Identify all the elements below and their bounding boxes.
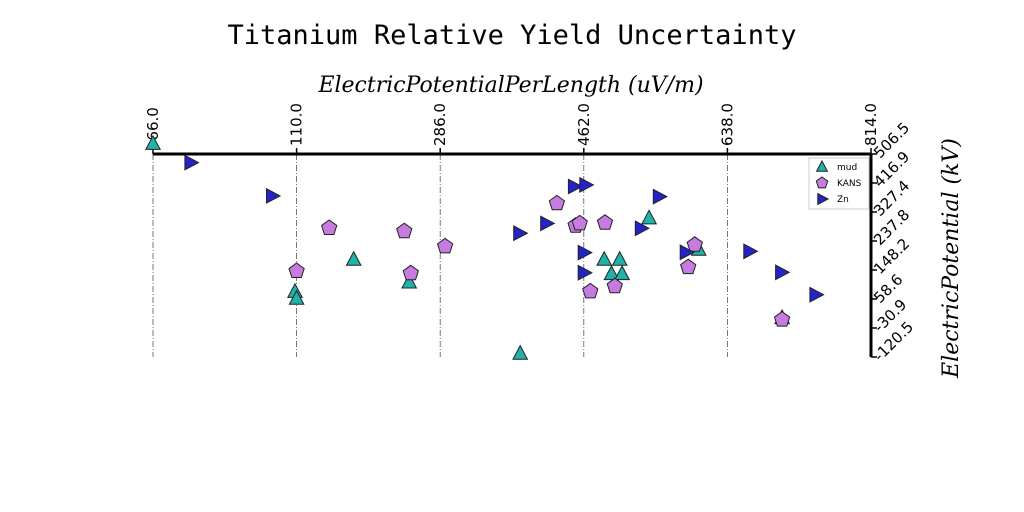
legend-label: Zn bbox=[837, 195, 849, 205]
scatter-point-kans bbox=[596, 214, 614, 230]
scatter-point-kans bbox=[548, 194, 566, 211]
scatter-point-zn bbox=[775, 264, 791, 281]
scatter-point-zn bbox=[679, 244, 695, 261]
chart-title: Titanium Relative Yield Uncertainty bbox=[228, 20, 797, 51]
scatter-point-zn bbox=[266, 187, 282, 204]
scatter-point-kans bbox=[321, 219, 338, 235]
scatter-point-mud bbox=[596, 250, 613, 266]
scatter-point-mud bbox=[611, 250, 628, 266]
scatter-point-kans bbox=[571, 214, 588, 231]
scatter-point-mud bbox=[641, 209, 658, 225]
legend-marker bbox=[817, 192, 830, 206]
scatter-point-kans bbox=[680, 258, 697, 275]
x-tick-label: 638.0 bbox=[718, 103, 736, 146]
scatter-point-kans bbox=[582, 282, 599, 299]
legend-label: mud bbox=[837, 163, 857, 173]
data-points bbox=[144, 134, 825, 360]
scatter-point-zn bbox=[577, 264, 593, 281]
scatter-point-zn bbox=[579, 176, 595, 193]
scatter-point-zn bbox=[184, 154, 200, 171]
scatter-point-mud bbox=[614, 264, 631, 281]
scatter-point-zn bbox=[743, 243, 759, 260]
scatter-point-zn bbox=[513, 225, 529, 242]
scatter-point-mud bbox=[345, 250, 362, 266]
scatter-point-kans bbox=[773, 310, 791, 327]
y-axis-label: ElectricPotential (kV) bbox=[939, 138, 964, 379]
legend-marker bbox=[815, 176, 829, 189]
scatter-point-zn bbox=[809, 286, 825, 303]
scatter-point-zn bbox=[577, 244, 593, 261]
legend: mud KANS Zn bbox=[808, 157, 870, 210]
scatter-point-kans bbox=[402, 264, 419, 281]
x-tick-label: 462.0 bbox=[575, 103, 593, 146]
x-tick-label: 814.0 bbox=[862, 103, 880, 146]
x-ticks: -66.0 110.0 286.0 462.0 638.0 814.0 bbox=[144, 103, 880, 154]
legend-label: KANS bbox=[837, 179, 862, 189]
scatter-point-kans bbox=[686, 236, 703, 252]
x-tick-label: 286.0 bbox=[431, 103, 449, 146]
scatter-point-zn bbox=[540, 215, 556, 232]
scatter-point-mud bbox=[512, 344, 529, 360]
scatter-point-mud bbox=[603, 264, 620, 281]
x-axis-label: ElectricPotentialPerLength (uV/m) bbox=[317, 73, 703, 98]
scatter-point-kans bbox=[436, 237, 454, 254]
x-tick-label: 110.0 bbox=[288, 103, 306, 146]
scatter-point-kans bbox=[396, 222, 413, 239]
legend-marker bbox=[815, 159, 829, 172]
scatter-point-zn bbox=[567, 178, 584, 195]
grid-lines bbox=[152, 154, 872, 357]
scatter-point-kans bbox=[288, 262, 305, 278]
scatter-point-zn bbox=[634, 220, 650, 237]
scatter-point-mud bbox=[144, 134, 162, 150]
scatter-point-mud bbox=[288, 289, 305, 305]
scatter-point-mud bbox=[401, 273, 418, 289]
scatter-point-zn bbox=[652, 188, 668, 205]
x-tick-label: -66.0 bbox=[144, 107, 162, 146]
scatter-point-kans bbox=[606, 277, 623, 294]
